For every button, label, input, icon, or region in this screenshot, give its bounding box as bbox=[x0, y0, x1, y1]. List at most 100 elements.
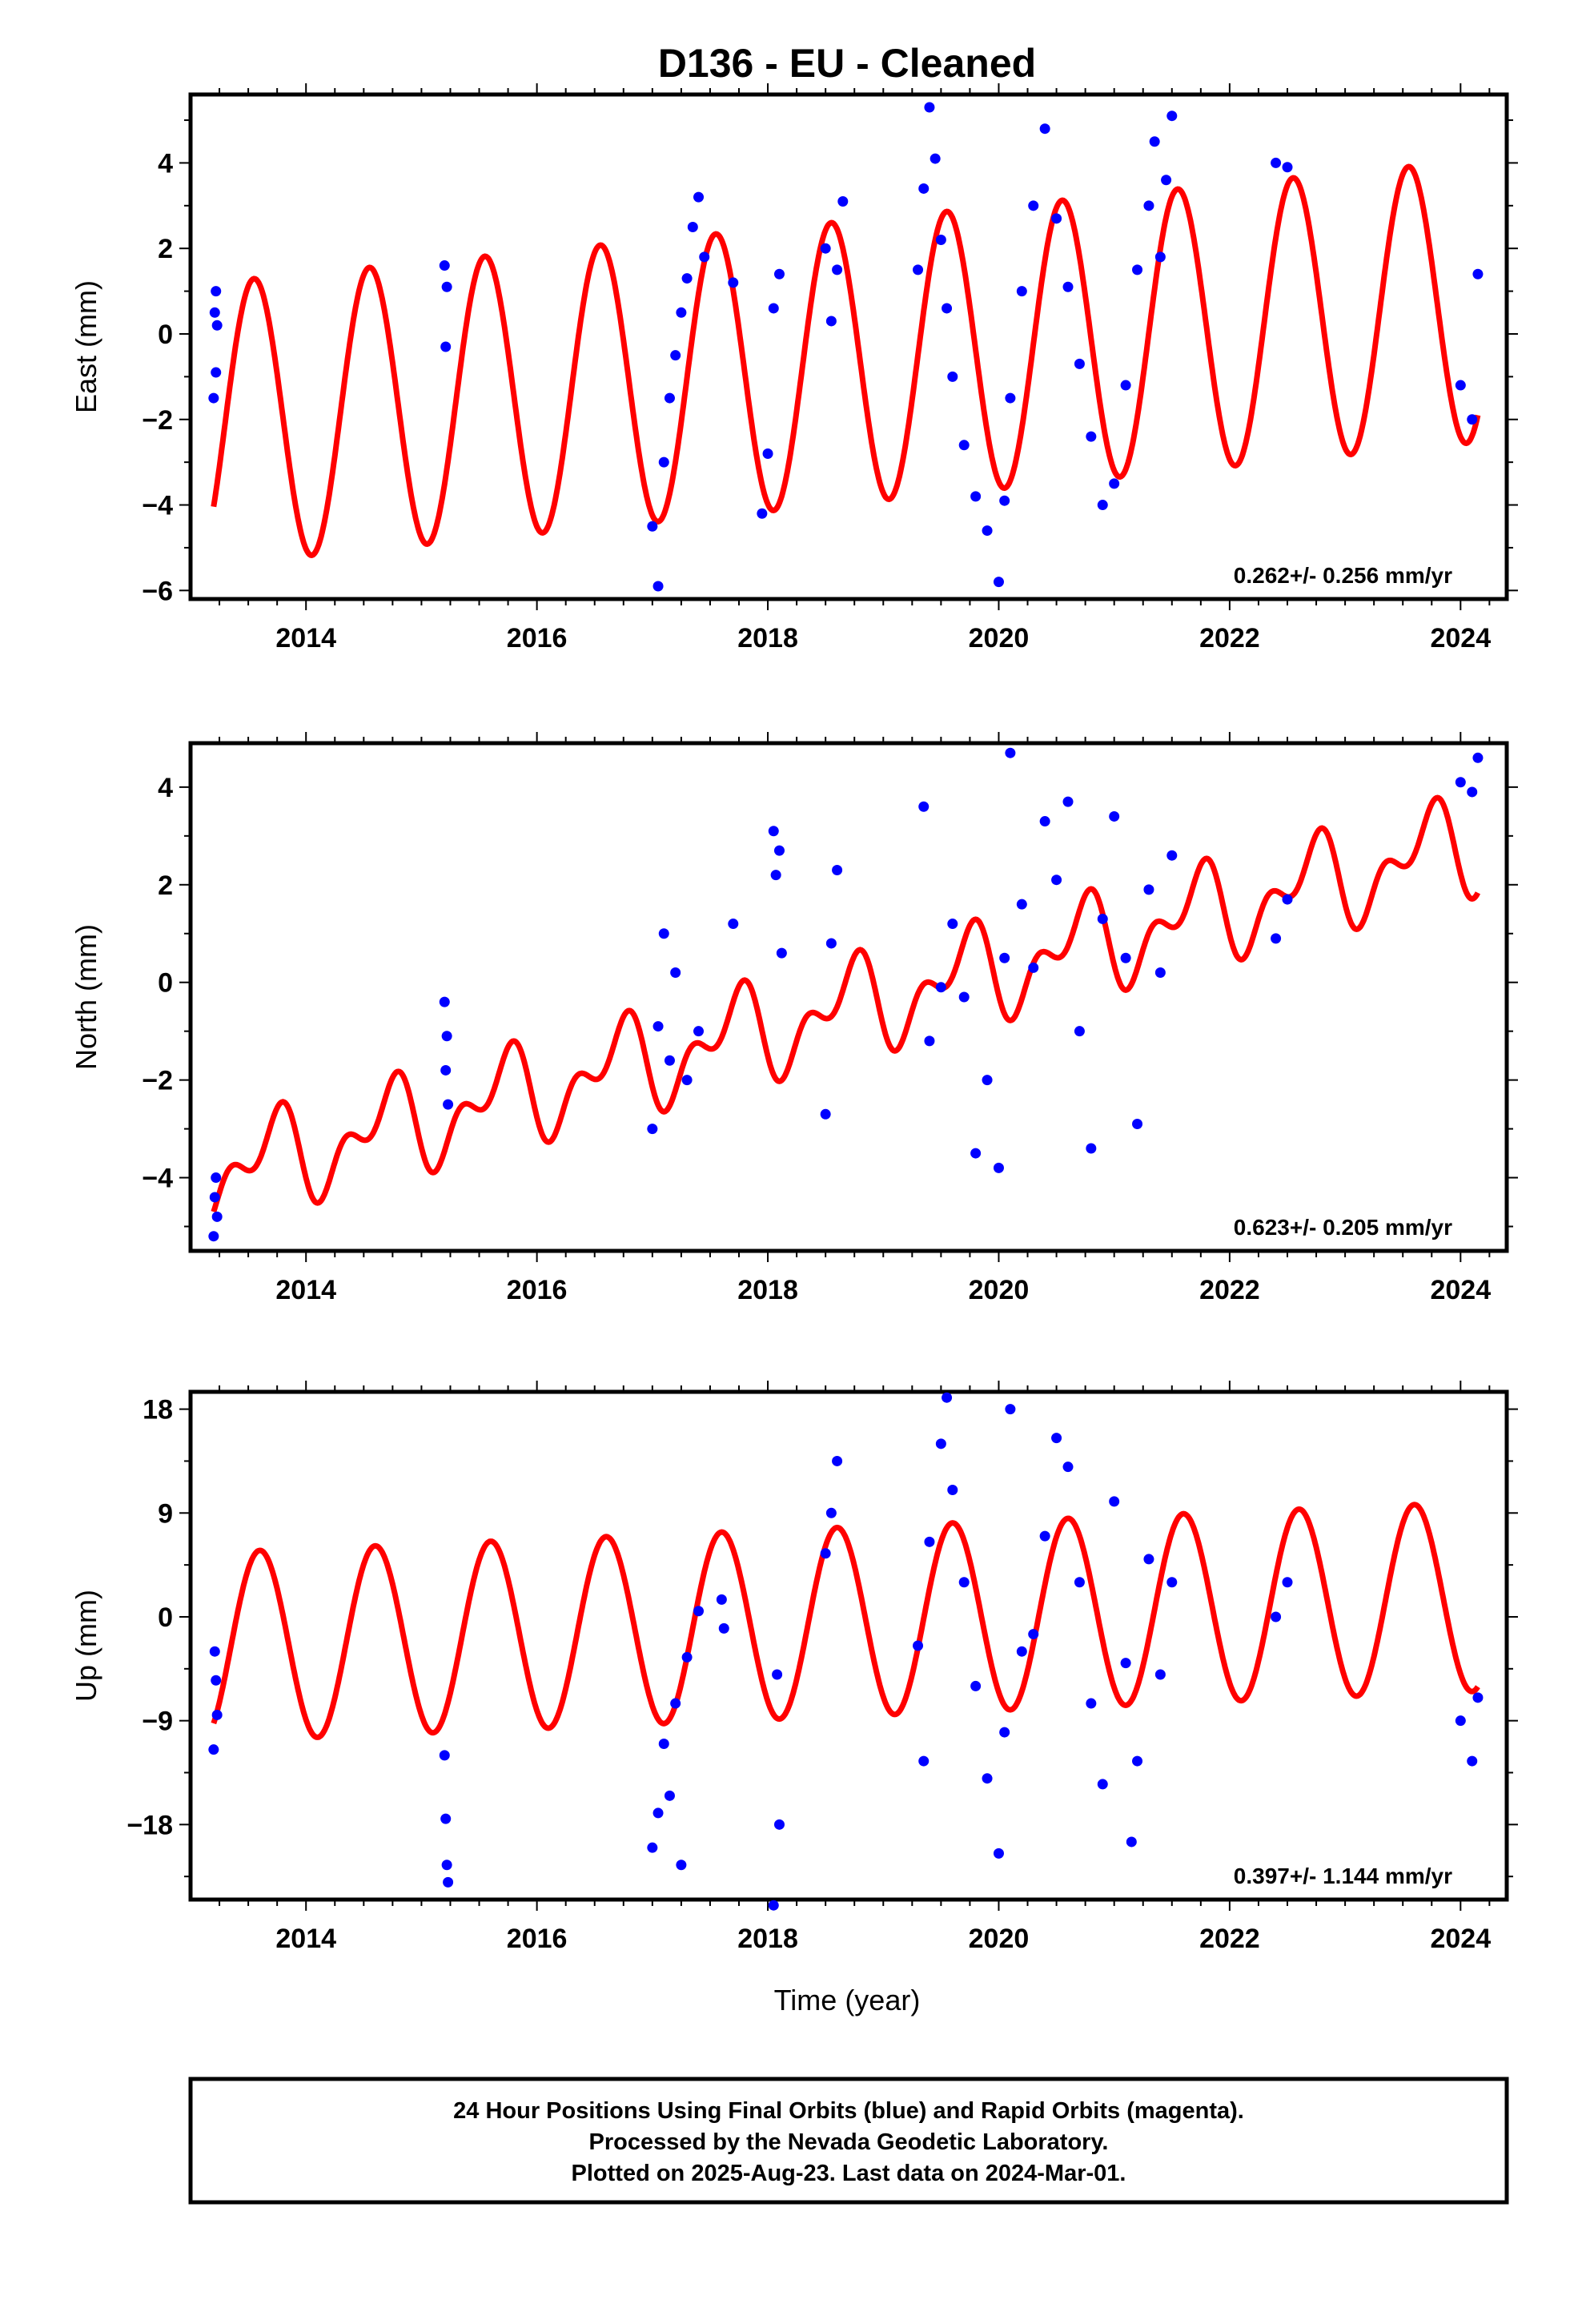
data-point bbox=[1271, 157, 1282, 168]
data-point bbox=[440, 1064, 452, 1076]
data-point bbox=[924, 1536, 935, 1547]
data-point bbox=[208, 1744, 219, 1755]
data-point bbox=[820, 1108, 831, 1120]
data-point bbox=[993, 1848, 1004, 1859]
y-axis-label: East (mm) bbox=[70, 280, 102, 413]
data-point bbox=[208, 392, 219, 404]
data-point bbox=[1143, 200, 1154, 211]
data-point bbox=[825, 316, 837, 327]
data-point bbox=[681, 1075, 693, 1086]
data-point bbox=[958, 991, 970, 1003]
y-tick-label: −4 bbox=[142, 491, 173, 521]
data-point bbox=[439, 1750, 450, 1761]
data-point bbox=[773, 845, 785, 856]
data-point bbox=[211, 1709, 223, 1720]
data-point bbox=[958, 1577, 970, 1588]
x-tick-label: 2014 bbox=[275, 1924, 336, 1954]
data-point bbox=[947, 371, 958, 382]
data-point bbox=[209, 1646, 220, 1657]
data-point bbox=[211, 367, 222, 378]
y-tick-label: −18 bbox=[126, 1810, 173, 1840]
data-point bbox=[1467, 414, 1478, 425]
data-point bbox=[1016, 286, 1027, 297]
x-tick-label: 2022 bbox=[1199, 623, 1260, 653]
data-point bbox=[982, 525, 993, 537]
data-point bbox=[913, 1640, 924, 1651]
data-point bbox=[670, 1698, 681, 1709]
data-point bbox=[647, 1124, 658, 1135]
data-point bbox=[773, 268, 785, 279]
data-point bbox=[208, 1231, 219, 1242]
data-point bbox=[958, 440, 970, 451]
data-point bbox=[1271, 933, 1282, 944]
data-point bbox=[1062, 796, 1074, 807]
footer-box: 24 Hour Positions Using Final Orbits (bl… bbox=[188, 2077, 1509, 2205]
data-point bbox=[652, 581, 664, 592]
data-point bbox=[441, 1031, 452, 1042]
y-tick-label: −9 bbox=[142, 1707, 173, 1737]
data-point bbox=[658, 456, 669, 468]
data-point bbox=[1051, 875, 1062, 886]
data-point bbox=[924, 1035, 935, 1047]
data-point bbox=[1455, 777, 1466, 788]
data-point bbox=[728, 919, 739, 930]
data-point bbox=[832, 1455, 843, 1466]
data-point bbox=[664, 1055, 675, 1066]
data-point bbox=[970, 491, 982, 502]
footer-line-1: 24 Hour Positions Using Final Orbits (bl… bbox=[453, 2098, 1244, 2124]
data-point bbox=[1062, 281, 1074, 292]
data-point bbox=[1154, 967, 1166, 979]
model-curve bbox=[211, 163, 1481, 558]
data-point bbox=[1051, 1433, 1062, 1444]
data-point bbox=[676, 1860, 687, 1871]
data-point bbox=[728, 277, 739, 288]
x-tick-label: 2014 bbox=[275, 1275, 336, 1305]
data-point bbox=[993, 1162, 1004, 1173]
data-point bbox=[1126, 1836, 1137, 1848]
data-point bbox=[1028, 962, 1039, 973]
data-point bbox=[1143, 1554, 1154, 1565]
x-tick-label: 2020 bbox=[969, 1924, 1030, 1954]
data-point bbox=[768, 303, 779, 314]
data-point bbox=[1109, 810, 1120, 822]
x-tick-label: 2020 bbox=[969, 623, 1030, 653]
y-tick-label: 4 bbox=[158, 773, 173, 803]
data-point bbox=[658, 1738, 669, 1749]
data-point bbox=[441, 281, 452, 292]
data-point bbox=[647, 521, 658, 532]
model-curve bbox=[211, 794, 1481, 1213]
data-point bbox=[1074, 1026, 1085, 1037]
data-point bbox=[1074, 358, 1085, 369]
data-point bbox=[832, 264, 843, 275]
rate-label: 0.397+/- 1.144 mm/yr bbox=[1234, 1864, 1452, 1888]
y-tick-label: 2 bbox=[158, 234, 173, 264]
y-tick-label: −2 bbox=[142, 405, 173, 436]
data-point bbox=[1109, 478, 1120, 489]
data-point bbox=[1005, 392, 1016, 404]
data-point bbox=[820, 243, 831, 254]
data-point bbox=[1097, 913, 1108, 924]
data-point bbox=[1161, 175, 1172, 186]
data-point bbox=[837, 195, 849, 207]
data-point bbox=[1472, 1692, 1484, 1703]
x-tick-label: 2016 bbox=[507, 1275, 568, 1305]
x-tick-label: 2016 bbox=[507, 623, 568, 653]
figure-title: D136 - EU - Cleaned bbox=[658, 41, 1036, 86]
data-point bbox=[647, 1842, 658, 1853]
model-curve bbox=[211, 1502, 1480, 1740]
data-point bbox=[693, 191, 705, 203]
data-point bbox=[664, 1790, 675, 1801]
x-tick-label: 2020 bbox=[969, 1275, 1030, 1305]
data-point bbox=[1016, 1646, 1027, 1657]
y-tick-label: 4 bbox=[158, 148, 173, 179]
data-point bbox=[1166, 111, 1178, 122]
data-point bbox=[211, 320, 223, 331]
y-tick-label: 9 bbox=[158, 1498, 173, 1529]
data-point bbox=[982, 1773, 993, 1784]
rate-label: 0.262+/- 0.256 mm/yr bbox=[1234, 563, 1452, 588]
data-point bbox=[913, 264, 924, 275]
y-tick-label: 18 bbox=[143, 1395, 173, 1425]
data-point bbox=[1472, 752, 1484, 763]
rate-label: 0.623+/- 0.205 mm/yr bbox=[1234, 1215, 1452, 1240]
